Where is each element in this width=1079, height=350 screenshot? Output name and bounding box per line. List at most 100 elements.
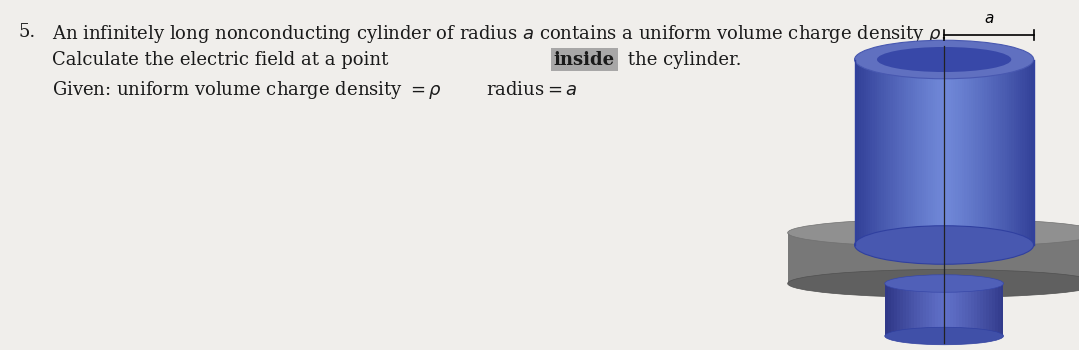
Polygon shape [1011,60,1013,245]
Ellipse shape [885,327,1003,345]
Polygon shape [998,60,1000,245]
Polygon shape [882,60,884,245]
Polygon shape [912,284,914,336]
Polygon shape [976,284,980,336]
Polygon shape [915,60,917,245]
Polygon shape [861,60,863,245]
Polygon shape [973,60,975,245]
Polygon shape [911,60,913,245]
Polygon shape [909,60,911,245]
Polygon shape [965,60,967,245]
Polygon shape [953,284,956,336]
Polygon shape [959,284,962,336]
Polygon shape [871,60,873,245]
Polygon shape [1013,60,1015,245]
Polygon shape [788,233,1079,284]
Polygon shape [992,284,995,336]
Polygon shape [948,60,951,245]
Text: inside: inside [554,51,615,69]
Text: An infinitely long nonconducting cylinder of radius $a$ contains a uniform volum: An infinitely long nonconducting cylinde… [52,23,946,45]
Polygon shape [957,60,960,245]
Polygon shape [892,60,894,245]
Polygon shape [890,284,893,336]
Ellipse shape [877,47,1011,72]
Polygon shape [890,60,892,245]
Polygon shape [931,60,933,245]
Polygon shape [886,60,888,245]
Polygon shape [1021,60,1023,245]
Ellipse shape [885,275,1003,292]
Polygon shape [951,60,953,245]
Polygon shape [909,284,912,336]
Polygon shape [905,284,909,336]
Polygon shape [888,60,890,245]
Polygon shape [928,60,931,245]
Polygon shape [950,284,953,336]
Text: $a$: $a$ [984,12,994,26]
Polygon shape [924,284,926,336]
Polygon shape [1000,284,1003,336]
Polygon shape [932,284,935,336]
Polygon shape [893,284,897,336]
Polygon shape [983,284,986,336]
Polygon shape [986,284,988,336]
Polygon shape [1032,60,1034,245]
Text: Given: uniform volume charge density $=\rho$        radius$=a$: Given: uniform volume charge density $=\… [52,79,577,101]
Polygon shape [982,60,984,245]
Polygon shape [1023,60,1025,245]
Polygon shape [897,284,900,336]
Polygon shape [1000,60,1002,245]
Polygon shape [992,60,994,245]
Text: Calculate the electric field at a point: Calculate the electric field at a point [52,51,394,69]
Polygon shape [955,60,957,245]
Polygon shape [935,60,938,245]
Polygon shape [920,284,924,336]
Polygon shape [1005,60,1007,245]
Polygon shape [989,60,992,245]
Polygon shape [971,60,973,245]
Polygon shape [863,60,865,245]
Polygon shape [902,60,904,245]
Polygon shape [857,60,859,245]
Polygon shape [897,60,900,245]
Polygon shape [906,60,909,245]
Polygon shape [879,60,882,245]
Polygon shape [938,284,941,336]
Polygon shape [960,60,962,245]
Polygon shape [967,60,969,245]
Polygon shape [947,284,950,336]
Polygon shape [929,284,932,336]
Polygon shape [917,60,919,245]
Polygon shape [995,284,997,336]
Polygon shape [938,60,940,245]
Text: 5.: 5. [18,23,36,41]
Polygon shape [935,284,938,336]
Polygon shape [921,60,924,245]
Polygon shape [933,60,935,245]
Polygon shape [888,284,890,336]
Polygon shape [926,60,928,245]
Text: the cylinder.: the cylinder. [622,51,741,69]
Polygon shape [926,284,929,336]
Polygon shape [944,284,947,336]
Polygon shape [894,60,897,245]
Polygon shape [1029,60,1032,245]
Polygon shape [994,60,996,245]
Polygon shape [969,60,971,245]
Polygon shape [974,284,976,336]
Ellipse shape [788,270,1079,298]
Polygon shape [984,60,986,245]
Polygon shape [978,60,980,245]
Polygon shape [859,60,861,245]
Ellipse shape [855,40,1034,79]
Polygon shape [997,284,1000,336]
Polygon shape [914,284,917,336]
Polygon shape [1015,60,1017,245]
Polygon shape [988,284,992,336]
Polygon shape [1025,60,1027,245]
Polygon shape [980,284,983,336]
Polygon shape [917,284,920,336]
Polygon shape [855,60,857,245]
Polygon shape [980,60,982,245]
Polygon shape [946,60,948,245]
